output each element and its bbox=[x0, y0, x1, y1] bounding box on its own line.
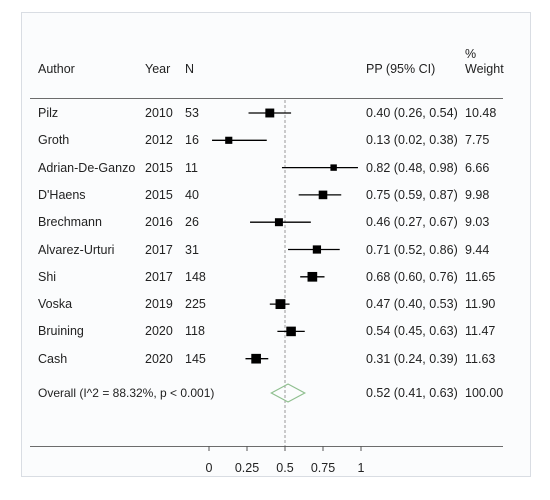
overall-weight: 100.00 bbox=[465, 386, 504, 400]
study-n: 26 bbox=[185, 215, 199, 230]
study-author: Groth bbox=[38, 133, 70, 148]
forest-plot-frame bbox=[21, 12, 531, 477]
study-ci: 0.82 (0.48, 0.98) bbox=[366, 160, 458, 175]
col-header-year: Year bbox=[145, 62, 171, 76]
study-author: D'Haens bbox=[38, 187, 86, 202]
study-author: Pilz bbox=[38, 106, 59, 120]
study-weight: 6.66 bbox=[465, 160, 490, 175]
col-header-pp: PP (95% CI) bbox=[366, 62, 436, 76]
header-divider bbox=[30, 98, 503, 99]
study-year: 2012 bbox=[145, 133, 173, 148]
study-author: Brechmann bbox=[38, 215, 102, 230]
study-weight: 9.03 bbox=[465, 215, 490, 230]
point-estimate-square bbox=[312, 245, 322, 254]
study-ci: 0.47 (0.40, 0.53) bbox=[366, 297, 458, 312]
study-author: Adrian-De-Ganzo bbox=[38, 160, 136, 175]
study-ci: 0.46 (0.27, 0.67) bbox=[366, 215, 458, 230]
overall-label: Overall (I^2 = 88.32%, p < 0.001) bbox=[38, 386, 215, 400]
overall-ci: 0.52 (0.41, 0.63) bbox=[366, 386, 458, 400]
study-weight: 11.90 bbox=[465, 297, 496, 312]
point-estimate-square bbox=[225, 136, 233, 144]
study-author: Cash bbox=[38, 351, 68, 366]
study-n: 53 bbox=[185, 106, 199, 120]
study-n: 225 bbox=[185, 297, 206, 312]
study-n: 16 bbox=[185, 133, 199, 148]
point-estimate-square bbox=[318, 190, 328, 200]
x-tick-label: 0.75 bbox=[311, 461, 335, 475]
point-estimate-square bbox=[251, 353, 261, 364]
x-tick-label: 1 bbox=[358, 461, 365, 475]
study-author: Alvarez-Urturi bbox=[38, 242, 115, 257]
point-estimate-square bbox=[330, 164, 337, 171]
study-n: 148 bbox=[185, 269, 206, 284]
point-estimate-square bbox=[275, 299, 286, 310]
study-n: 145 bbox=[185, 351, 206, 366]
study-ci: 0.54 (0.45, 0.63) bbox=[366, 324, 458, 339]
study-year: 2015 bbox=[145, 160, 173, 175]
study-ci: 0.75 (0.59, 0.87) bbox=[366, 187, 458, 202]
study-n: 31 bbox=[185, 242, 199, 257]
axis-divider bbox=[30, 446, 503, 447]
study-ci: 0.13 (0.02, 0.38) bbox=[366, 133, 458, 148]
study-weight: 11.63 bbox=[465, 351, 496, 366]
x-tick-label: 0.25 bbox=[235, 461, 259, 475]
study-year: 2019 bbox=[145, 297, 173, 312]
point-estimate-square bbox=[307, 271, 318, 282]
overall-diamond bbox=[270, 383, 307, 403]
study-weight: 11.65 bbox=[465, 269, 496, 284]
study-n: 11 bbox=[185, 160, 198, 175]
study-year: 2020 bbox=[145, 324, 173, 339]
col-header-weight-symbol: % bbox=[465, 47, 477, 61]
point-estimate-square bbox=[274, 218, 283, 227]
study-weight: 7.75 bbox=[465, 133, 490, 148]
study-ci: 0.31 (0.24, 0.39) bbox=[366, 351, 458, 366]
study-author: Bruining bbox=[38, 324, 84, 339]
study-year: 2020 bbox=[145, 351, 173, 366]
study-ci: 0.40 (0.26, 0.54) bbox=[366, 106, 458, 120]
study-ci: 0.68 (0.60, 0.76) bbox=[366, 269, 458, 284]
study-author: Voska bbox=[38, 297, 73, 312]
study-ci: 0.71 (0.52, 0.86) bbox=[366, 242, 458, 257]
study-author: Shi bbox=[38, 269, 57, 284]
col-header-author: Author bbox=[38, 62, 75, 76]
study-n: 118 bbox=[185, 324, 205, 339]
x-tick-label: 0.5 bbox=[276, 461, 293, 475]
study-weight: 10.48 bbox=[465, 106, 497, 120]
study-weight: 9.44 bbox=[465, 242, 490, 257]
study-year: 2015 bbox=[145, 187, 173, 202]
study-year: 2010 bbox=[145, 106, 173, 120]
study-weight: 11.47 bbox=[465, 324, 496, 339]
study-n: 40 bbox=[185, 187, 199, 202]
study-year: 2017 bbox=[145, 242, 173, 257]
x-tick-label: 0 bbox=[206, 461, 213, 475]
study-year: 2016 bbox=[145, 215, 173, 230]
col-header-n: N bbox=[185, 62, 195, 76]
point-estimate-square bbox=[265, 108, 275, 118]
study-year: 2017 bbox=[145, 269, 173, 284]
point-estimate-square bbox=[286, 326, 296, 337]
study-weight: 9.98 bbox=[465, 187, 490, 202]
col-header-weight: Weight bbox=[465, 62, 504, 76]
